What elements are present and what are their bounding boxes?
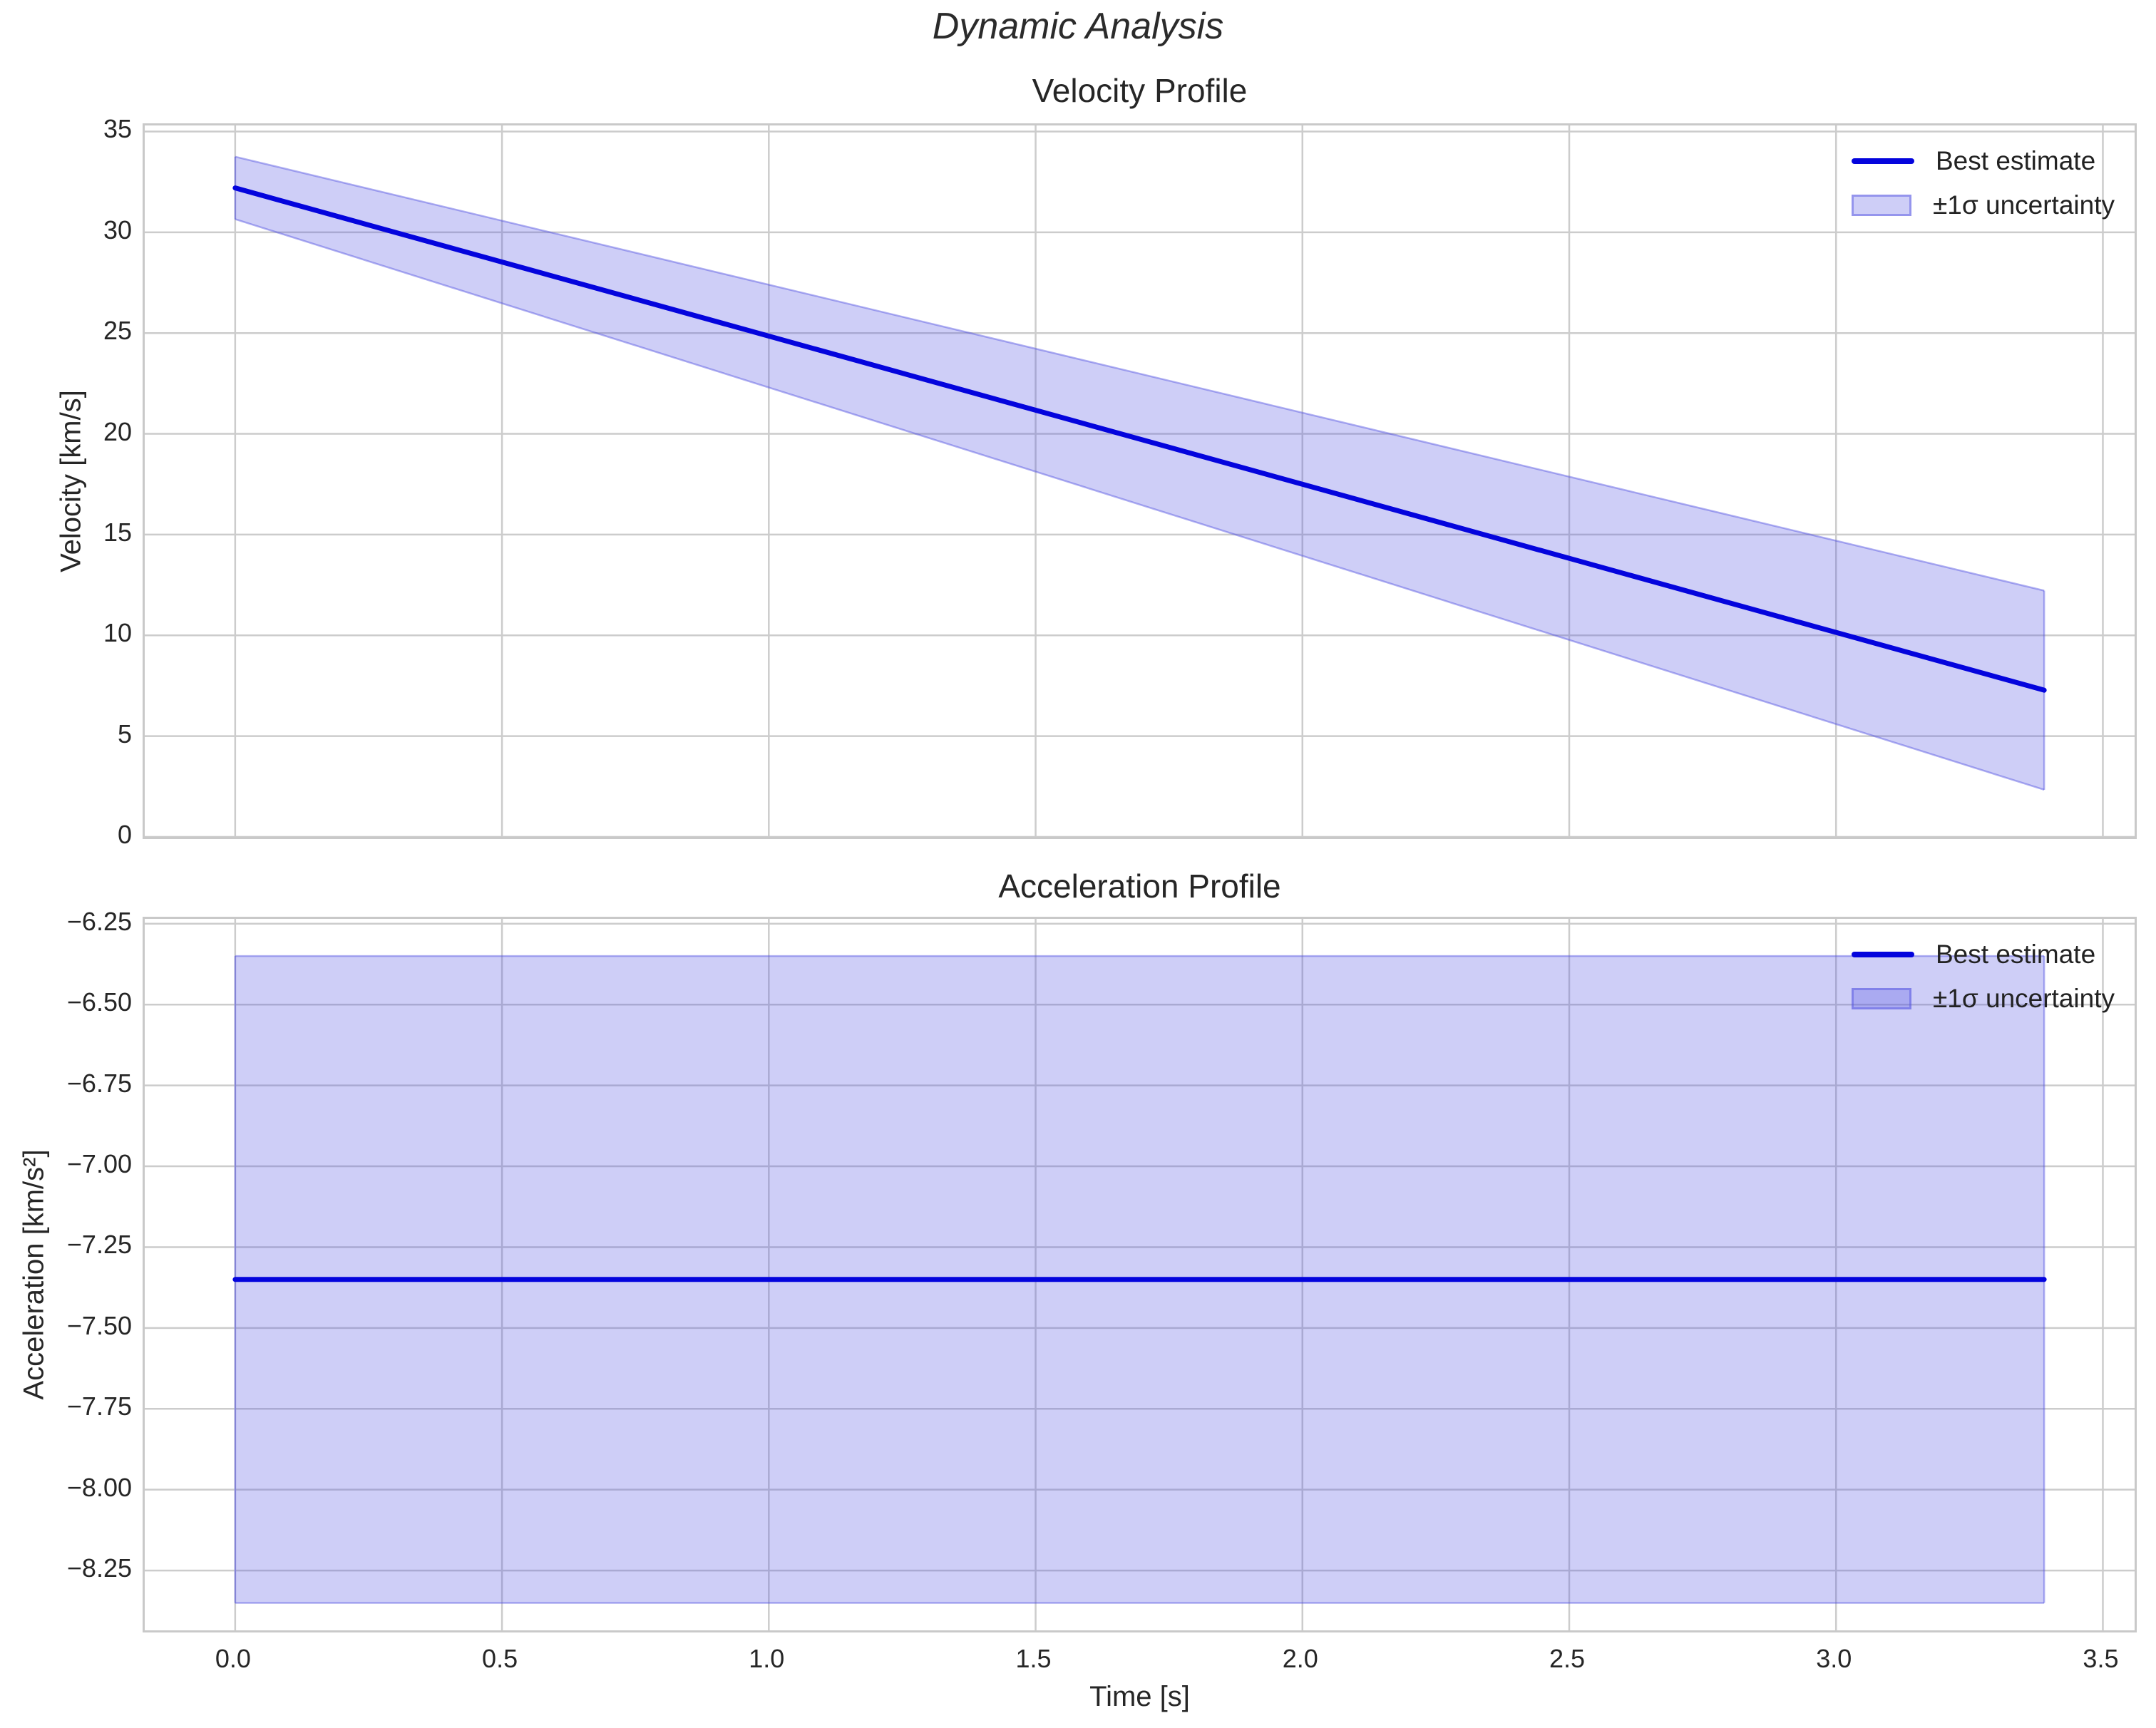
x-tick-label: 0.5 [482,1644,518,1673]
y-tick-label: −8.00 [66,1472,132,1502]
y-tick-label: 35 [103,114,132,144]
y-tick-label: 0 [117,820,132,849]
x-tick-label: 0.0 [215,1644,251,1673]
x-tick-label: 2.5 [1549,1644,1586,1673]
x-tick-label: 3.5 [2083,1644,2119,1673]
acceleration-plot-title: Acceleration Profile [998,868,1281,905]
time-x-axis-label: Time [s] [1089,1681,1190,1712]
legend-band-swatch [1852,195,1911,216]
band-edge-upper [235,155,2045,592]
x-tick-label: 2.0 [1282,1644,1318,1673]
y-tick-label: −8.25 [66,1553,132,1583]
legend-label: Best estimate [1936,146,2096,175]
legend-band-swatch [1852,988,1911,1009]
acceleration-plot-area: Best estimate ±1σ uncertainty [143,917,2137,1632]
y-tick-label: −7.25 [66,1230,132,1260]
velocity-plot-title: Velocity Profile [1032,72,1248,109]
y-tick-label: 25 [103,316,132,346]
figure-title: Dynamic Analysis [932,6,1224,47]
legend-entry: Best estimate [1852,144,2115,178]
legend-entry: ±1σ uncertainty [1852,188,2115,222]
y-tick-label: −7.75 [66,1392,132,1421]
band-edge-lower [235,218,2045,791]
y-tick-label: −7.00 [66,1149,132,1179]
legend: Best estimate ±1σ uncertainty [1852,144,2115,222]
x-tick-label: 3.0 [1816,1644,1852,1673]
y-tick-label: 30 [103,215,132,245]
uncertainty-band [235,156,2045,790]
y-tick-label: −6.25 [66,906,132,936]
legend-label: ±1σ uncertainty [1933,984,2115,1013]
legend: Best estimate ±1σ uncertainty [1852,937,2115,1016]
best-estimate-line [232,185,2047,693]
y-tick-label: 10 [103,618,132,648]
x-tick-label: 1.0 [749,1644,785,1673]
legend-line-swatch [1852,158,1914,164]
legend-label: Best estimate [1936,940,2096,969]
legend-line-swatch [1852,952,1914,957]
legend-entry: Best estimate [1852,937,2115,972]
y-tick-label: −6.50 [66,987,132,1017]
acceleration-y-axis-label: Acceleration [km/s²] [18,1149,50,1400]
y-tick-label: −7.50 [66,1310,132,1340]
y-tick-label: 15 [103,517,132,547]
legend-entry: ±1σ uncertainty [1852,982,2115,1016]
x-tick-label: 1.5 [1015,1644,1052,1673]
y-tick-label: 20 [103,416,132,446]
plot-canvas [145,919,2135,1630]
y-tick-label: 5 [117,719,132,749]
plot-canvas [145,125,2135,837]
y-tick-label: −6.75 [66,1068,132,1098]
legend-label: ±1σ uncertainty [1933,190,2115,220]
velocity-plot-area: Best estimate ±1σ uncertainty [143,123,2137,839]
